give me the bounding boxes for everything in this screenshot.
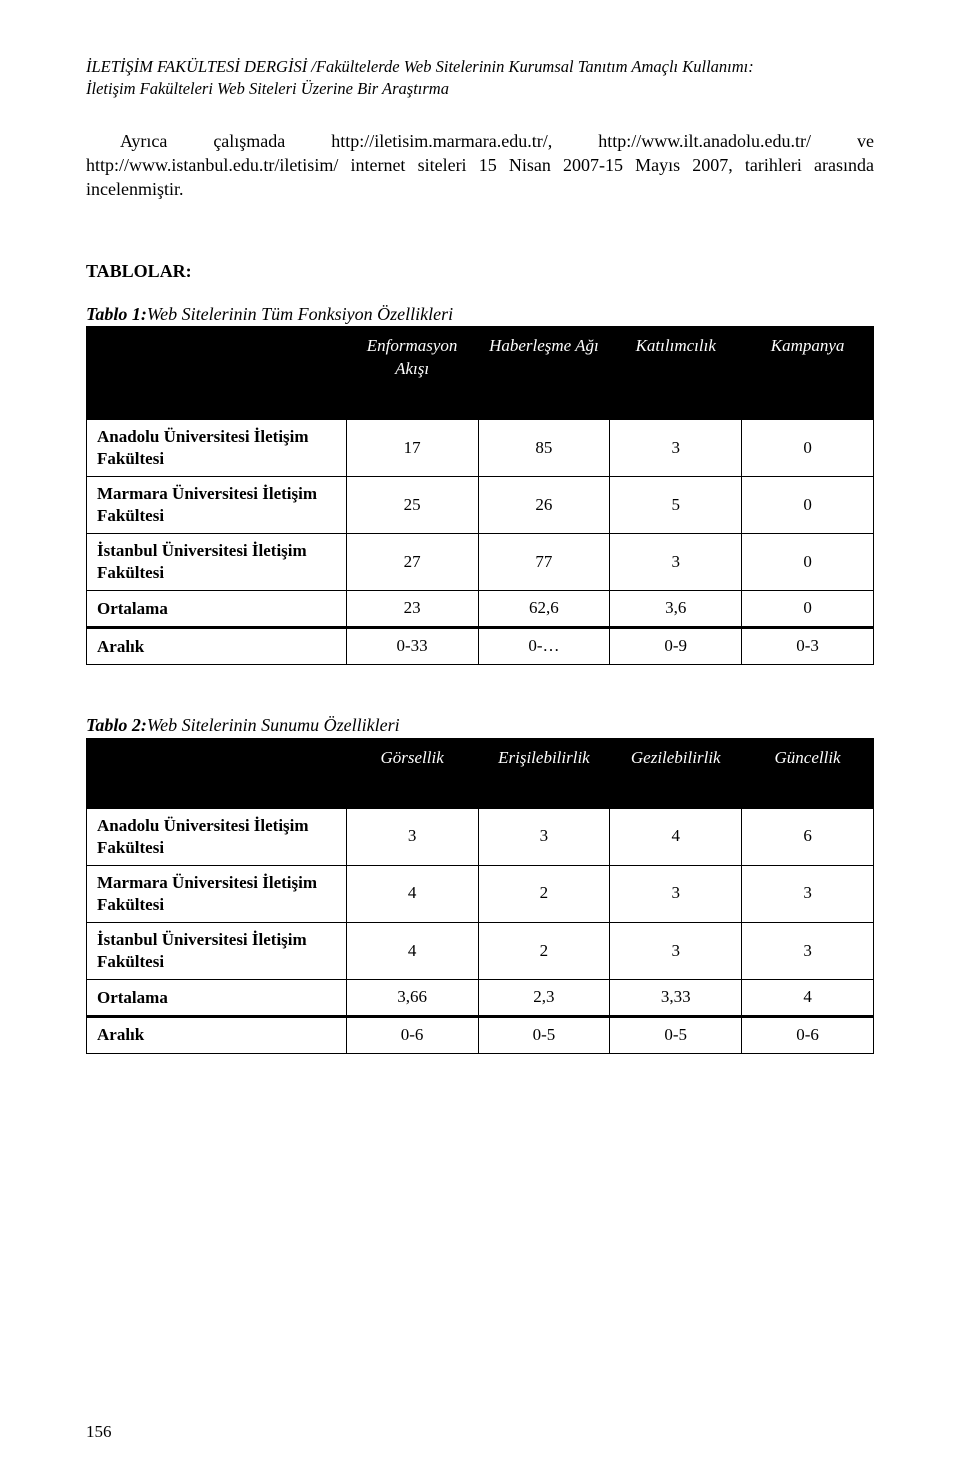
table-1-row-4-v1: 23 xyxy=(346,591,478,628)
body-paragraph: Ayrıca çalışmada http://iletisim.marmara… xyxy=(86,129,874,202)
table-1-row-1-v3: 3 xyxy=(610,419,742,476)
table-2-row-3-label: İstanbul Üniversitesi İletişim Fakültesi xyxy=(87,922,347,979)
page-number: 156 xyxy=(86,1421,112,1444)
table-1-col-2: Haberleşme Ağı xyxy=(478,327,610,420)
table-2-row-2-label: Marmara Üniversitesi İletişim Fakültesi xyxy=(87,865,347,922)
table-1-col-1: Enformasyon Akışı xyxy=(346,327,478,420)
table-1-row-4-v3: 3,6 xyxy=(610,591,742,628)
table-2-row-2-v1: 4 xyxy=(346,865,478,922)
table-2-caption-label: Tablo 2: xyxy=(86,715,147,735)
table-2-col-1: Görsellik xyxy=(346,738,478,808)
table-row: Ortalama 23 62,6 3,6 0 xyxy=(87,591,874,628)
table-1-footer-v2: 0-… xyxy=(478,628,610,665)
table-1-footer-v3: 0-9 xyxy=(610,628,742,665)
table-1-footer-label: Aralık xyxy=(87,628,347,665)
table-1-caption: Tablo 1:Web Sitelerinin Tüm Fonksiyon Öz… xyxy=(86,302,874,326)
table-1-row-3-v3: 3 xyxy=(610,534,742,591)
page: İLETİŞİM FAKÜLTESİ DERGİSİ /Fakültelerde… xyxy=(0,0,960,1484)
table-2-row-2-v2: 2 xyxy=(478,865,610,922)
table-1-row-2-label: Marmara Üniversitesi İletişim Fakültesi xyxy=(87,477,347,534)
table-1-row-4-v2: 62,6 xyxy=(478,591,610,628)
table-2-footer-v2: 0-5 xyxy=(478,1017,610,1054)
running-header: İLETİŞİM FAKÜLTESİ DERGİSİ /Fakültelerde… xyxy=(86,56,874,101)
table-1-row-3-v1: 27 xyxy=(346,534,478,591)
table-1-row-1-label: Anadolu Üniversitesi İletişim Fakültesi xyxy=(87,419,347,476)
table-2-row-1-v3: 4 xyxy=(610,808,742,865)
table-2-footer-v4: 0-6 xyxy=(742,1017,874,1054)
table-1-row-2-v1: 25 xyxy=(346,477,478,534)
table-1-row-4-v4: 0 xyxy=(742,591,874,628)
table-2-stub-head xyxy=(87,738,347,808)
table-1-footer-v4: 0-3 xyxy=(742,628,874,665)
running-header-line-2: İletişim Fakülteleri Web Siteleri Üzerin… xyxy=(86,78,874,100)
table-1-header-row: Enformasyon Akışı Haberleşme Ağı Katılım… xyxy=(87,327,874,420)
table-row: Marmara Üniversitesi İletişim Fakültesi … xyxy=(87,477,874,534)
table-1-row-2-v4: 0 xyxy=(742,477,874,534)
table-row: Anadolu Üniversitesi İletişim Fakültesi … xyxy=(87,419,874,476)
table-1-stub-head xyxy=(87,327,347,420)
table-2-col-3: Gezilebilirlik xyxy=(610,738,742,808)
table-2-row-1-v1: 3 xyxy=(346,808,478,865)
table-2-row-1-label: Anadolu Üniversitesi İletişim Fakültesi xyxy=(87,808,347,865)
table-2-row-2-v4: 3 xyxy=(742,865,874,922)
table-1-row-2-v3: 5 xyxy=(610,477,742,534)
table-2: Görsellik Erişilebilirlik Gezilebilirlik… xyxy=(86,738,874,1054)
table-1-row-3-v4: 0 xyxy=(742,534,874,591)
table-1-footer-row: Aralık 0-33 0-… 0-9 0-3 xyxy=(87,628,874,665)
table-1-col-3: Katılımcılık xyxy=(610,327,742,420)
table-1-row-1-v4: 0 xyxy=(742,419,874,476)
tables-heading: TABLOLAR: xyxy=(86,259,874,283)
table-1-row-4-label: Ortalama xyxy=(87,591,347,628)
table-row: İstanbul Üniversitesi İletişim Fakültesi… xyxy=(87,922,874,979)
table-2-row-4-v4: 4 xyxy=(742,980,874,1017)
table-1: Enformasyon Akışı Haberleşme Ağı Katılım… xyxy=(86,326,874,665)
table-2-caption-text: Web Sitelerinin Sunumu Özellikleri xyxy=(147,715,400,735)
table-2-footer-v3: 0-5 xyxy=(610,1017,742,1054)
table-2-row-3-v1: 4 xyxy=(346,922,478,979)
table-2-row-4-v1: 3,66 xyxy=(346,980,478,1017)
table-1-col-4: Kampanya xyxy=(742,327,874,420)
table-row: Ortalama 3,66 2,3 3,33 4 xyxy=(87,980,874,1017)
table-2-row-4-v3: 3,33 xyxy=(610,980,742,1017)
table-2-col-2: Erişilebilirlik xyxy=(478,738,610,808)
table-2-footer-row: Aralık 0-6 0-5 0-5 0-6 xyxy=(87,1017,874,1054)
table-1-caption-label: Tablo 1: xyxy=(86,304,147,324)
table-1-row-1-v1: 17 xyxy=(346,419,478,476)
table-row: Anadolu Üniversitesi İletişim Fakültesi … xyxy=(87,808,874,865)
table-2-row-3-v4: 3 xyxy=(742,922,874,979)
table-1-row-1-v2: 85 xyxy=(478,419,610,476)
table-2-footer-v1: 0-6 xyxy=(346,1017,478,1054)
table-1-row-3-v2: 77 xyxy=(478,534,610,591)
table-row: İstanbul Üniversitesi İletişim Fakültesi… xyxy=(87,534,874,591)
spacer xyxy=(86,665,874,695)
running-header-line-1: İLETİŞİM FAKÜLTESİ DERGİSİ /Fakültelerde… xyxy=(86,56,874,78)
table-2-row-3-v3: 3 xyxy=(610,922,742,979)
table-2-col-4: Güncellik xyxy=(742,738,874,808)
table-2-row-4-label: Ortalama xyxy=(87,980,347,1017)
table-1-row-2-v2: 26 xyxy=(478,477,610,534)
table-row: Marmara Üniversitesi İletişim Fakültesi … xyxy=(87,865,874,922)
table-2-footer-label: Aralık xyxy=(87,1017,347,1054)
table-2-row-4-v2: 2,3 xyxy=(478,980,610,1017)
table-2-caption: Tablo 2:Web Sitelerinin Sunumu Özellikle… xyxy=(86,713,874,737)
table-2-row-1-v2: 3 xyxy=(478,808,610,865)
table-2-row-3-v2: 2 xyxy=(478,922,610,979)
table-2-row-2-v3: 3 xyxy=(610,865,742,922)
table-2-header-row: Görsellik Erişilebilirlik Gezilebilirlik… xyxy=(87,738,874,808)
table-2-row-1-v4: 6 xyxy=(742,808,874,865)
table-1-footer-v1: 0-33 xyxy=(346,628,478,665)
table-1-caption-text: Web Sitelerinin Tüm Fonksiyon Özellikler… xyxy=(147,304,453,324)
table-1-row-3-label: İstanbul Üniversitesi İletişim Fakültesi xyxy=(87,534,347,591)
